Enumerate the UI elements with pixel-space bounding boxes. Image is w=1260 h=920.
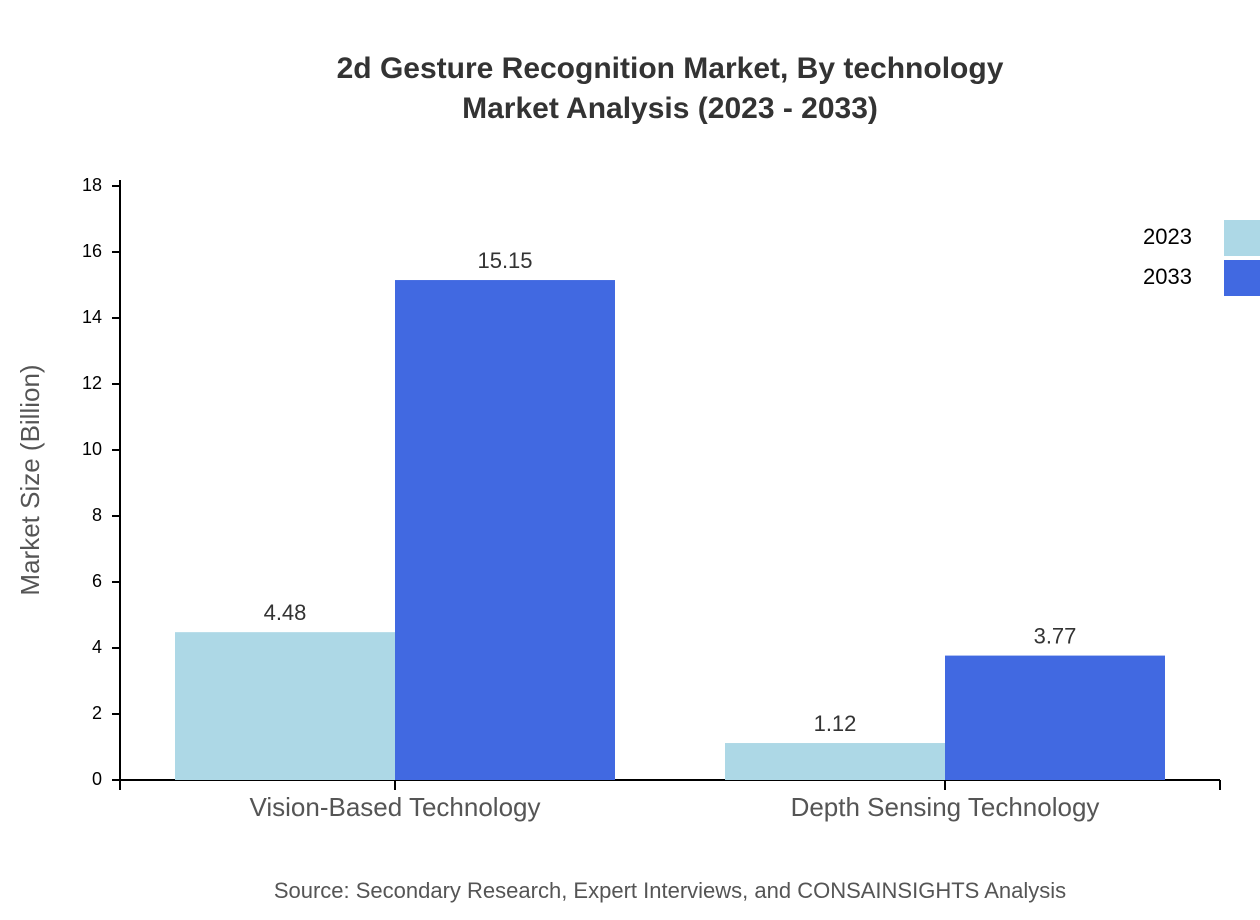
bar — [395, 280, 615, 780]
y-tick-label: 8 — [92, 505, 102, 525]
data-label: 4.48 — [264, 600, 307, 625]
legend-swatch — [1224, 220, 1260, 256]
chart-title: 2d Gesture Recognition Market, By techno… — [337, 52, 1004, 85]
y-tick-label: 6 — [92, 571, 102, 591]
chart-subtitle: Market Analysis (2023 - 2033) — [462, 92, 878, 125]
legend-swatch — [1224, 260, 1260, 296]
y-tick-label: 16 — [82, 241, 102, 261]
source-note: Source: Secondary Research, Expert Inter… — [274, 878, 1066, 903]
x-tick-label: Vision-Based Technology — [249, 792, 540, 822]
y-tick-label: 14 — [82, 307, 102, 327]
data-label: 3.77 — [1034, 623, 1077, 648]
data-label: 15.15 — [477, 248, 532, 273]
y-tick-label: 12 — [82, 373, 102, 393]
y-tick-label: 0 — [92, 769, 102, 789]
y-tick-label: 18 — [82, 175, 102, 195]
y-tick-label: 2 — [92, 703, 102, 723]
legend-label: 2023 — [1143, 224, 1192, 249]
y-tick-label: 10 — [82, 439, 102, 459]
bar — [945, 655, 1165, 780]
bar — [725, 743, 945, 780]
bar — [175, 632, 395, 780]
y-axis-label: Market Size (Billion) — [15, 364, 45, 595]
data-label: 1.12 — [814, 711, 857, 736]
y-tick-label: 4 — [92, 637, 102, 657]
legend-label: 2033 — [1143, 264, 1192, 289]
x-tick-label: Depth Sensing Technology — [791, 792, 1100, 822]
